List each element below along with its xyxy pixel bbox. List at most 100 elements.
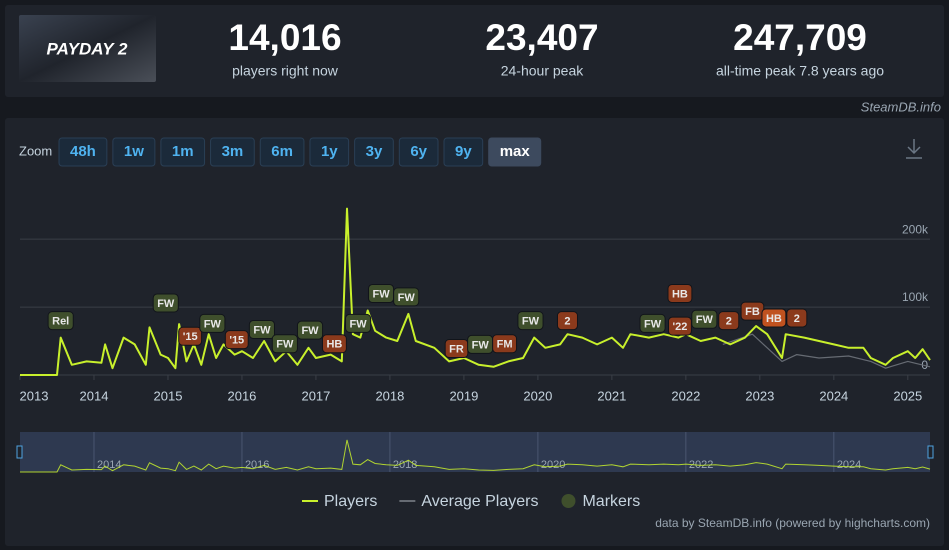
zoom-button[interactable] bbox=[354, 137, 394, 167]
marker-box bbox=[271, 334, 298, 354]
marker[interactable]: '15 bbox=[178, 326, 203, 346]
marker[interactable]: FW bbox=[367, 283, 395, 303]
stats-panel bbox=[5, 5, 944, 97]
x-tick-label: 2024 bbox=[819, 388, 848, 403]
stat-label: players right now bbox=[232, 63, 339, 79]
marker-label: FW bbox=[644, 318, 662, 330]
marker-label: FW bbox=[398, 292, 416, 304]
marker[interactable]: FB bbox=[740, 301, 765, 321]
series-line bbox=[20, 207, 931, 376]
marker[interactable]: FW bbox=[639, 313, 666, 333]
navigator-handle[interactable] bbox=[927, 445, 934, 459]
marker[interactable]: '15 bbox=[224, 330, 249, 350]
marker[interactable]: FW bbox=[199, 313, 226, 333]
series-line bbox=[722, 333, 931, 369]
marker-label: FW bbox=[696, 314, 714, 326]
marker-box bbox=[296, 320, 324, 340]
marker-box bbox=[761, 308, 787, 328]
marker-label: FW bbox=[253, 324, 271, 336]
x-tick-label: 2015 bbox=[154, 388, 183, 403]
legend-item[interactable]: Players bbox=[302, 493, 377, 510]
navigator-handle[interactable] bbox=[16, 445, 23, 459]
x-tick-label: 2017 bbox=[301, 388, 330, 403]
marker[interactable]: FW bbox=[271, 334, 298, 354]
marker[interactable]: 2 bbox=[556, 311, 578, 331]
marker-label: 2 bbox=[564, 316, 570, 328]
marker-box bbox=[248, 319, 275, 339]
navigator-tick-label: 2024 bbox=[837, 459, 861, 471]
x-tick-label: 2018 bbox=[375, 388, 404, 403]
marker-label: FW bbox=[276, 339, 294, 351]
navigator[interactable] bbox=[20, 432, 930, 472]
marker[interactable]: FW bbox=[691, 309, 718, 329]
marker[interactable]: HB bbox=[667, 283, 693, 303]
x-tick-label: 2014 bbox=[80, 388, 109, 403]
marker-label: 2 bbox=[726, 316, 732, 328]
marker-box bbox=[786, 308, 808, 328]
marker[interactable]: FR bbox=[444, 339, 469, 359]
x-tick-label: 2016 bbox=[227, 388, 256, 403]
zoom-button[interactable] bbox=[210, 137, 255, 167]
navigator-line bbox=[20, 439, 931, 473]
x-tick-label: 2025 bbox=[893, 388, 922, 403]
legend-item[interactable]: Markers bbox=[561, 493, 640, 510]
marker[interactable]: 2 bbox=[718, 311, 740, 331]
marker[interactable]: Rel bbox=[47, 311, 74, 331]
zoom-button-label[interactable]: 6m bbox=[271, 143, 293, 160]
marker[interactable]: FM bbox=[492, 334, 518, 354]
zoom-button-label[interactable]: 1w bbox=[124, 143, 144, 160]
marker-label: FW bbox=[204, 318, 222, 330]
marker-box bbox=[152, 293, 179, 313]
zoom-button[interactable] bbox=[309, 137, 350, 167]
marker[interactable]: HB bbox=[321, 334, 347, 354]
zoom-button[interactable] bbox=[398, 137, 439, 167]
zoom-button[interactable] bbox=[160, 137, 206, 167]
zoom-button-label[interactable]: 6y bbox=[410, 143, 427, 160]
zoom-button-label[interactable]: max bbox=[500, 143, 531, 160]
zoom-button-label[interactable]: 1y bbox=[321, 143, 338, 160]
marker-label: HB bbox=[766, 313, 782, 325]
zoom-button[interactable] bbox=[488, 137, 542, 167]
marker[interactable]: FW bbox=[152, 293, 179, 313]
stat-value: 14,016 bbox=[228, 17, 341, 58]
marker[interactable]: FW bbox=[393, 287, 420, 307]
marker[interactable]: 2 bbox=[786, 308, 808, 328]
x-tick-label: 2020 bbox=[523, 388, 552, 403]
zoom-button-label[interactable]: 48h bbox=[70, 143, 96, 160]
x-tick-label: 2022 bbox=[671, 388, 700, 403]
download-icon[interactable] bbox=[906, 139, 922, 159]
marker[interactable]: FW bbox=[517, 311, 544, 331]
marker-box bbox=[517, 311, 544, 331]
zoom-button-label[interactable]: 3y bbox=[366, 143, 383, 160]
stat-value: 23,407 bbox=[485, 17, 598, 58]
marker-box bbox=[667, 283, 693, 303]
zoom-button[interactable] bbox=[112, 137, 156, 167]
marker-label: FW bbox=[472, 339, 490, 351]
zoom-button[interactable] bbox=[443, 137, 484, 167]
navigator-tick-label: 2020 bbox=[541, 459, 565, 471]
marker-box bbox=[224, 330, 249, 350]
marker[interactable]: FW bbox=[248, 319, 275, 339]
marker-label: FB bbox=[745, 306, 760, 318]
legend-label: Players bbox=[324, 493, 377, 510]
marker-label: '15 bbox=[183, 331, 198, 343]
marker-box bbox=[639, 313, 666, 333]
zoom-button[interactable] bbox=[259, 137, 305, 167]
marker-label: FW bbox=[522, 316, 540, 328]
marker-box bbox=[321, 334, 347, 354]
marker[interactable]: FW bbox=[345, 313, 372, 333]
x-tick-label: 2021 bbox=[597, 388, 626, 403]
zoom-button-label[interactable]: 9y bbox=[455, 143, 472, 160]
marker-box bbox=[668, 316, 692, 336]
marker-box bbox=[691, 309, 718, 329]
zoom-button-label[interactable]: 1m bbox=[172, 143, 194, 160]
legend-item[interactable]: Average Players bbox=[399, 493, 538, 510]
marker[interactable]: FW bbox=[467, 334, 494, 354]
zoom-button[interactable] bbox=[58, 137, 108, 167]
marker-label: Rel bbox=[52, 316, 69, 328]
marker[interactable]: FW bbox=[296, 320, 324, 340]
legend-label: Average Players bbox=[421, 493, 538, 510]
marker[interactable]: '22 bbox=[668, 316, 692, 336]
marker[interactable]: HB bbox=[761, 308, 787, 328]
zoom-button-label[interactable]: 3m bbox=[222, 143, 244, 160]
